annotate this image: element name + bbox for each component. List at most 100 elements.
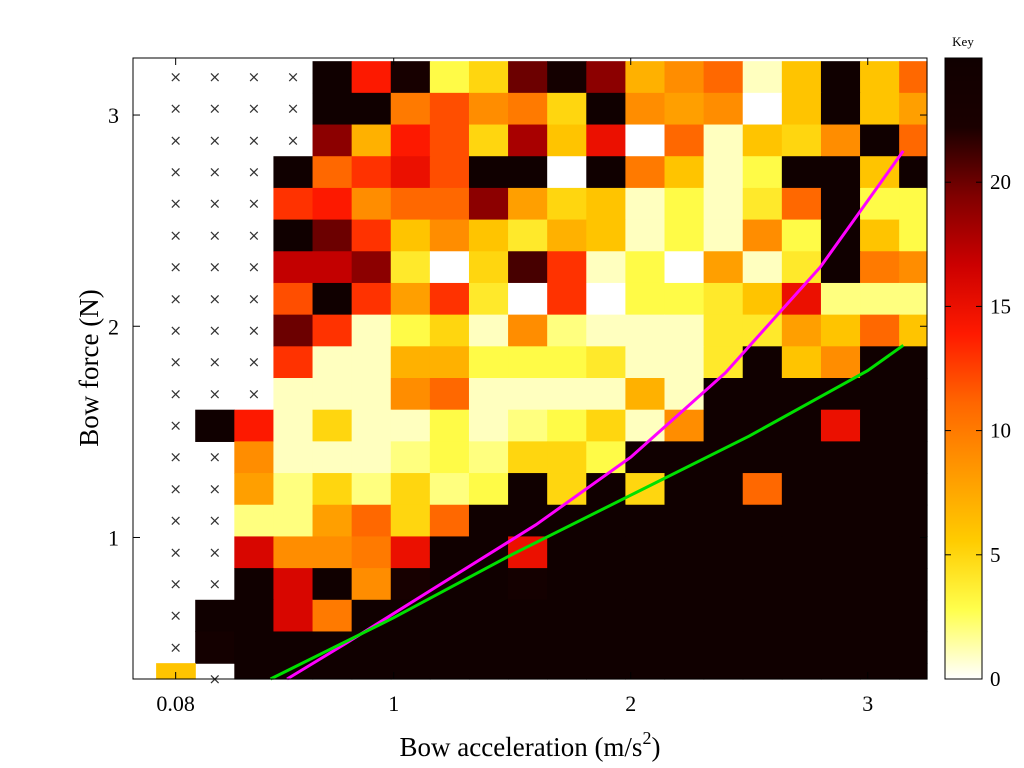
heatmap-cell — [625, 346, 666, 379]
x-tick-label: 2 — [625, 691, 636, 716]
missing-marker: × — [208, 258, 221, 276]
heatmap-cell — [664, 92, 705, 126]
heatmap-cell — [508, 92, 548, 126]
heatmap-cell — [820, 441, 861, 474]
heatmap-cell — [703, 314, 744, 347]
heatmap-cell — [899, 631, 928, 664]
colorbar — [944, 57, 983, 680]
heatmap-cell — [781, 92, 822, 126]
heatmap-cell — [547, 631, 587, 664]
heatmap-cell — [586, 568, 626, 601]
heatmap-cell — [899, 568, 928, 601]
missing-marker: × — [169, 448, 182, 466]
heatmap-cell — [781, 219, 822, 252]
missing-marker: × — [169, 100, 182, 118]
y-axis-ticks: 1 2 3 — [108, 103, 927, 550]
heatmap-cell — [547, 314, 587, 347]
heatmap-cell — [312, 409, 353, 442]
missing-marker: × — [169, 290, 182, 308]
colorbar-ticks: 0 5 10 15 20 — [945, 170, 1011, 691]
fitted-curves — [269, 150, 905, 681]
heatmap-cell — [468, 441, 509, 474]
heatmap-cell — [273, 378, 314, 411]
heatmap-cell — [547, 156, 587, 189]
heatmap-cell — [273, 346, 314, 379]
heatmap-cell — [781, 187, 822, 221]
heatmap-cell — [860, 409, 900, 442]
missing-marker: × — [248, 131, 261, 149]
heatmap-cell — [547, 124, 587, 157]
heatmap-cell — [742, 156, 783, 189]
heatmap-cell — [586, 409, 626, 442]
heatmap-cell — [664, 124, 705, 157]
heatmap-cell — [390, 61, 431, 94]
heatmap-cell — [508, 568, 548, 601]
heatmap-cell — [703, 409, 744, 442]
heatmap-cell — [508, 61, 548, 94]
heatmap-cell — [351, 378, 392, 411]
missing-marker: × — [208, 543, 221, 561]
heatmap-cell — [390, 536, 431, 569]
missing-marker: × — [169, 321, 182, 339]
missing-marker: × — [208, 100, 221, 118]
heatmap-cell — [429, 378, 470, 411]
heatmap-cell — [508, 156, 548, 189]
missing-marker: × — [169, 195, 182, 213]
heatmap-cell — [742, 219, 783, 252]
heatmap-cell — [390, 219, 431, 252]
heatmap-cell — [742, 124, 783, 157]
heatmap-cell — [390, 92, 431, 126]
heatmap-cell — [703, 568, 744, 601]
heatmap-cell — [860, 631, 900, 664]
heatmap-cell — [742, 663, 783, 680]
heatmap-cell — [351, 504, 392, 538]
heatmap-cell — [351, 663, 392, 680]
heatmap-cell — [351, 409, 392, 442]
heatmap-cell — [547, 346, 587, 379]
heatmap-cell — [664, 631, 705, 664]
heatmap-cell — [820, 124, 861, 157]
colorbar-tick-label: 15 — [990, 294, 1011, 318]
heatmap-cell — [860, 219, 900, 252]
heatmap-cell — [703, 441, 744, 474]
heatmap-cell — [625, 219, 666, 252]
heatmap-cell — [547, 599, 587, 633]
heatmap-cell — [781, 378, 822, 411]
heatmap-cell — [351, 282, 392, 316]
heatmap-cell — [586, 314, 626, 347]
heatmap-cell — [547, 378, 587, 411]
heatmap-cell — [860, 378, 900, 411]
heatmap-cell — [899, 346, 928, 379]
heatmap-cell — [351, 124, 392, 157]
heatmap-cell — [820, 346, 861, 379]
missing-marker: × — [169, 512, 182, 530]
heatmap-cell — [664, 599, 705, 633]
heatmap-cell — [351, 568, 392, 601]
missing-marker: × — [248, 195, 261, 213]
heatmap-cell — [468, 504, 509, 538]
heatmap-cell — [312, 663, 353, 680]
heatmap-cell — [273, 314, 314, 347]
heatmap-cell — [586, 282, 626, 316]
heatmap-cell — [273, 251, 314, 284]
heatmap-cell — [899, 219, 928, 252]
missing-marker: × — [169, 607, 182, 625]
heatmap-cell — [351, 441, 392, 474]
heatmap-cell — [664, 473, 705, 506]
heatmap-cell — [625, 568, 666, 601]
heatmap-cell — [860, 92, 900, 126]
heatmap-cell — [273, 187, 314, 221]
heatmap-cell — [899, 378, 928, 411]
heatmap-cell — [860, 124, 900, 157]
heatmap-cell — [351, 187, 392, 221]
heatmap-cell — [664, 409, 705, 442]
heatmap-cell — [429, 473, 470, 506]
heatmap-cell — [234, 536, 275, 569]
heatmap-cell — [820, 631, 861, 664]
heatmap-cell — [429, 61, 470, 94]
heatmap-cell — [468, 409, 509, 442]
heatmap-cell — [312, 61, 353, 94]
missing-marker: × — [169, 258, 182, 276]
heatmap-cell — [742, 251, 783, 284]
heatmap-cell — [781, 124, 822, 157]
